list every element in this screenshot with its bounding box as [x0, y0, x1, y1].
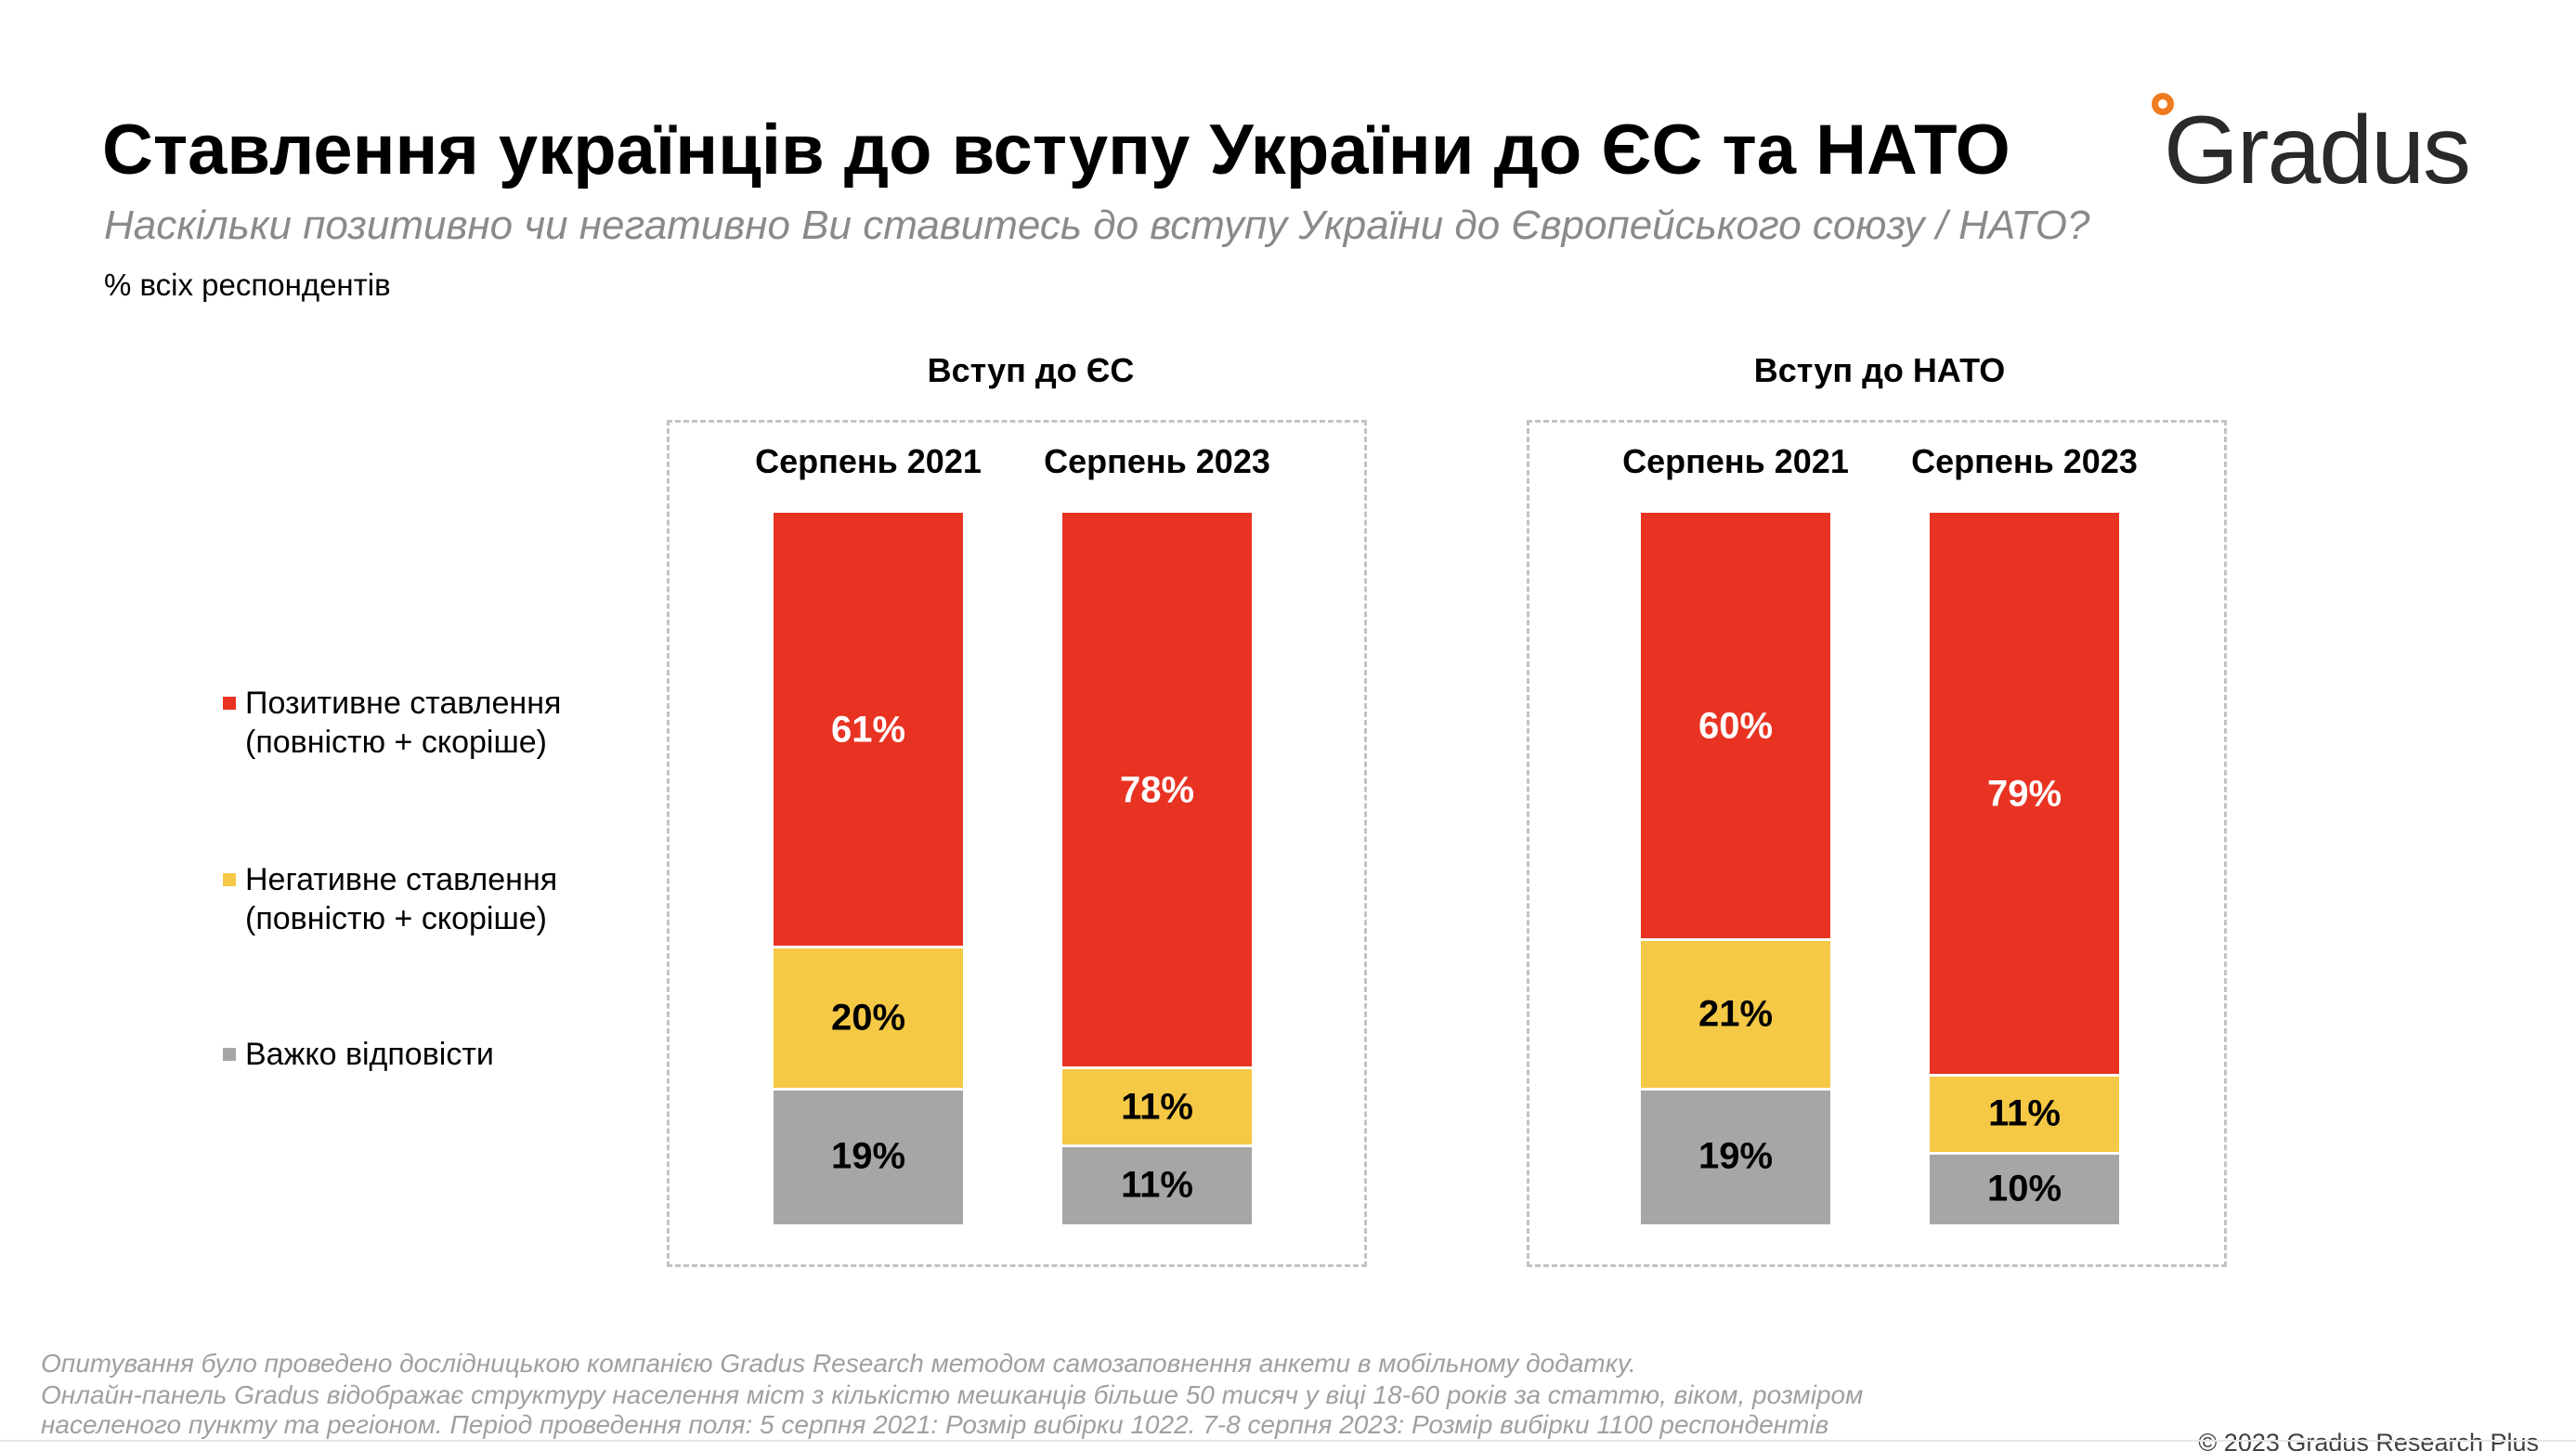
- gradus-logo: Gradus: [2164, 97, 2471, 204]
- bar-label-eu-2023-positive: 78%: [1119, 769, 1195, 811]
- period-label-eu-2021: Серпень 2021: [755, 442, 982, 480]
- bottom-divider: [0, 1440, 2576, 1442]
- period-label-eu-2023: Серпень 2023: [1044, 442, 1270, 480]
- bar-label-eu-2023-hard: 11%: [1121, 1164, 1193, 1206]
- bar-segment-eu-2023-positive: [1062, 513, 1252, 1066]
- bar-label-eu-2023-negative: 11%: [1121, 1086, 1193, 1128]
- bar-segment-nato-2021-hard: [1641, 1090, 1830, 1224]
- legend-swatch-hard: [223, 1048, 236, 1061]
- bar-segment-nato-2021-negative: [1641, 941, 1830, 1088]
- period-label-nato-2021: Серпень 2021: [1622, 442, 1849, 480]
- bar-segment-eu-2023-hard: [1062, 1147, 1252, 1224]
- page-title: Ставлення українців до вступу України до…: [102, 111, 2010, 190]
- bar-segment-eu-2021-positive: [774, 513, 963, 946]
- footnote-line-2: Онлайн-панель Gradus відображає структур…: [41, 1380, 1864, 1409]
- bar-label-eu-2021-positive: 61%: [830, 709, 906, 751]
- group-frame-eu: [667, 420, 1367, 1267]
- bar-segment-nato-2023-hard: [1930, 1154, 2119, 1224]
- bar-segment-nato-2023-negative: [1930, 1076, 2119, 1152]
- bar-segment-eu-2023-negative: [1062, 1068, 1252, 1145]
- units-label: % всіх респондентів: [104, 268, 391, 302]
- legend-item-negative: Негативне ставлення (повністю + скоріше): [245, 860, 557, 938]
- bar-segment-nato-2021-positive: [1641, 513, 1830, 939]
- bar-segment-eu-2021-hard: [774, 1090, 963, 1224]
- legend-swatch-positive: [223, 697, 236, 710]
- bar-label-nato-2023-hard: 10%: [1986, 1168, 2062, 1209]
- bar-label-nato-2021-positive: 60%: [1698, 705, 1774, 747]
- page-subtitle: Наскільки позитивно чи негативно Ви став…: [104, 203, 2090, 248]
- legend-label-positive-line2: (повністю + скоріше): [245, 725, 547, 760]
- bar-segment-nato-2023-positive: [1930, 513, 2119, 1074]
- legend-label-negative-line1: Негативне ставлення: [245, 862, 558, 897]
- bar-label-eu-2021-negative: 20%: [830, 997, 906, 1039]
- logo-dot-icon: [2152, 93, 2174, 115]
- footnote-line-1: Опитування було проведено дослідницькою …: [41, 1349, 1636, 1378]
- legend-label-positive-line1: Позитивне ставлення: [245, 686, 562, 721]
- legend-item-hard: Важко відповісти: [245, 1035, 494, 1074]
- bar-label-nato-2023-positive: 79%: [1986, 773, 2062, 815]
- legend-item-positive: Позитивне ставлення (повністю + скоріше): [245, 684, 561, 762]
- bar-label-eu-2021-hard: 19%: [830, 1135, 906, 1177]
- group-frame-nato: [1527, 420, 2227, 1267]
- period-label-nato-2023: Серпень 2023: [1911, 442, 2138, 480]
- bar-label-nato-2021-negative: 21%: [1698, 993, 1774, 1035]
- bar-label-nato-2021-hard: 19%: [1698, 1135, 1774, 1177]
- group-title-nato: Вступ до НАТО: [1753, 351, 2006, 389]
- legend-label-hard-line1: Важко відповісти: [245, 1037, 494, 1072]
- bar-segment-eu-2021-negative: [774, 948, 963, 1088]
- footnote-line-3: населеного пункту та регіоном. Період пр…: [41, 1410, 1829, 1439]
- group-title-eu: Вступ до ЄС: [927, 351, 1135, 389]
- legend-swatch-negative: [223, 873, 236, 886]
- bar-label-nato-2023-negative: 11%: [1988, 1092, 2061, 1134]
- legend-label-negative-line2: (повністю + скоріше): [245, 901, 547, 936]
